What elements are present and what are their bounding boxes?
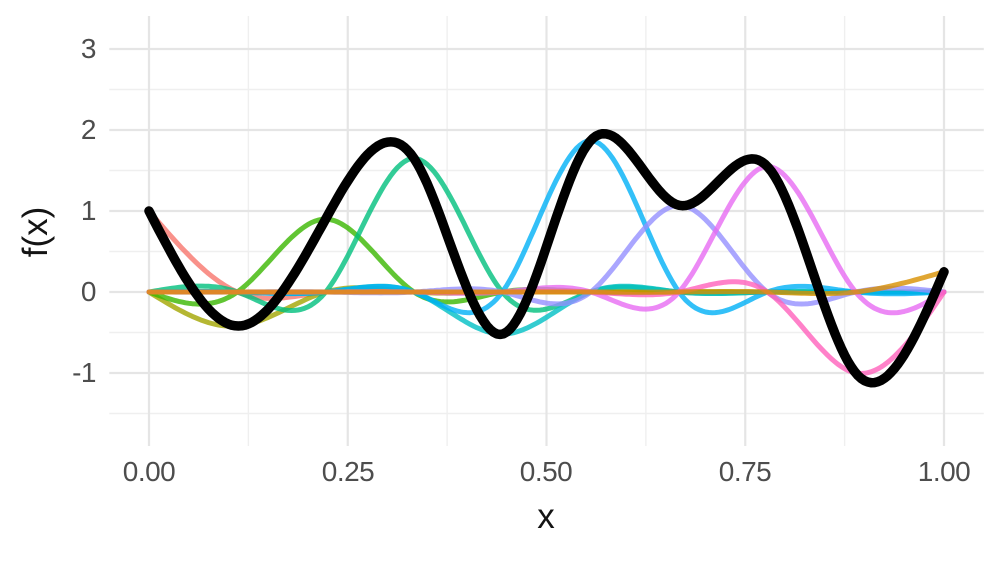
y-tick-label-1: 1 [80,195,97,226]
y-tick-label-0: 0 [80,276,97,307]
y-tick-label-neg1: -1 [72,357,96,388]
x-tick-label-1.00: 1.00 [917,456,971,487]
x-tick-label-0.00: 0.00 [122,456,176,487]
y-tick-label-3: 3 [80,33,97,64]
x-tick-label-0.25: 0.25 [321,456,375,487]
y-tick-label-2: 2 [80,114,97,145]
x-tick-label-0.50: 0.50 [519,456,573,487]
x-tick-label-0.75: 0.75 [718,456,772,487]
sum-curve [144,128,949,388]
x-axis-title: x [537,497,555,536]
